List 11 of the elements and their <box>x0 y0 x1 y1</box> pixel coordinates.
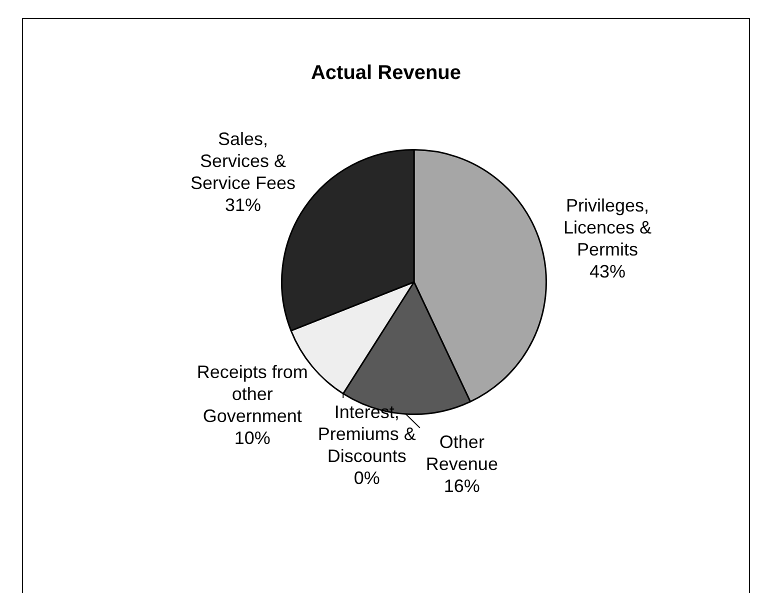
data-label: 43% <box>589 262 626 282</box>
slice-label: Sales, Services & Service Fees <box>190 128 296 193</box>
data-label: 10% <box>234 428 270 448</box>
data-label: 16% <box>444 476 480 496</box>
legend-label: Receipts from other Government <box>196 362 308 426</box>
text: 0% <box>354 468 380 488</box>
data-label: 31% <box>224 194 261 215</box>
slice-label: Other Revenue <box>426 432 498 474</box>
category-label: Interest, Premiums & Discounts <box>318 402 416 466</box>
chart-title: Actual Revenue <box>310 62 462 85</box>
slice-label: Privileges, Licences & Permits <box>563 196 652 260</box>
